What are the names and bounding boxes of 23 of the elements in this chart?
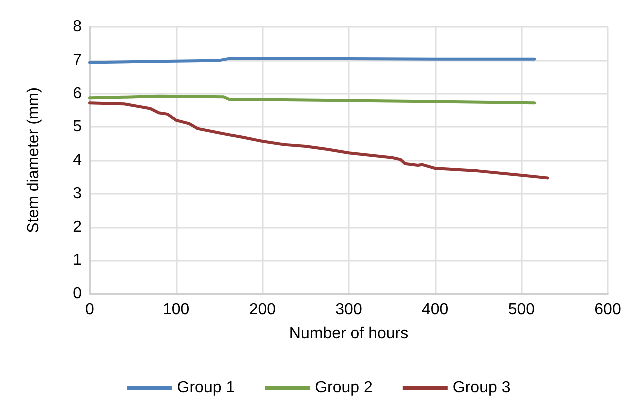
x-tick-label: 300 — [336, 302, 362, 318]
legend-label: Group 2 — [315, 380, 374, 396]
y-tick-label: 3 — [73, 185, 82, 202]
y-axis-title: Stem diameter (mm) — [26, 88, 42, 234]
x-tick-label: 0 — [86, 302, 95, 318]
y-tick-label: 0 — [73, 286, 82, 302]
x-tick-label: 400 — [422, 302, 449, 318]
line-series — [88, 94, 536, 105]
y-tick-label: 4 — [73, 152, 82, 169]
y-tick-label: 7 — [73, 52, 82, 69]
x-tick-label: 100 — [162, 302, 190, 318]
x-tick-label: 600 — [594, 302, 622, 318]
x-tick-label: 200 — [249, 302, 276, 318]
line-series — [88, 102, 550, 180]
y-tick-label: 1 — [73, 252, 82, 270]
x-tick-label: 500 — [508, 302, 536, 318]
x-axis-title: Number of hours — [289, 326, 409, 342]
y-tick-label: 2 — [73, 218, 82, 236]
legend-label: Group 1 — [177, 380, 236, 396]
y-tick-label: 8 — [73, 18, 82, 36]
y-tick-label: 6 — [73, 85, 82, 102]
y-tick-label: 5 — [73, 118, 82, 136]
legend-label: Group 3 — [452, 380, 511, 396]
